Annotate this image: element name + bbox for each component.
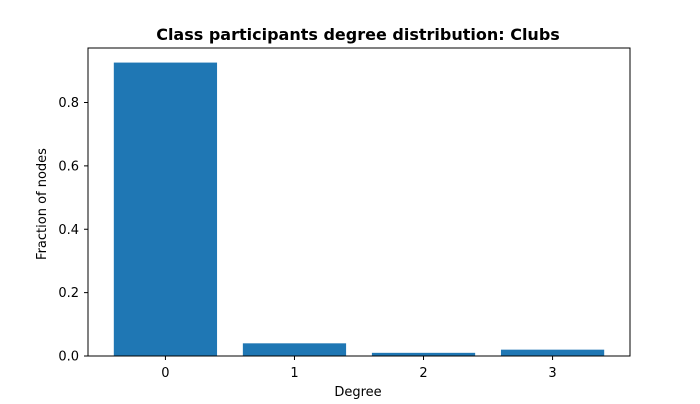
- y-tick-label-0.2: 0.2: [58, 286, 79, 301]
- y-tick-label-0.0: 0.0: [58, 350, 79, 365]
- y-tick-label-0.8: 0.8: [58, 96, 79, 111]
- bar-degree-1: [242, 343, 347, 356]
- bar-degree-0: [113, 62, 218, 356]
- x-tick-label-3: 3: [548, 366, 556, 381]
- chart-title: Class participants degree distribution: …: [156, 25, 560, 44]
- x-axis: 0 1 2 3: [161, 356, 557, 381]
- x-tick-label-0: 0: [161, 366, 169, 381]
- x-tick-label-2: 2: [419, 366, 427, 381]
- bars-layer: [113, 62, 605, 356]
- bar-degree-2: [371, 352, 476, 356]
- x-axis-label: Degree: [334, 385, 381, 400]
- y-axis: 0.0 0.2 0.4 0.6 0.8: [58, 96, 88, 365]
- x-tick-label-1: 1: [290, 366, 298, 381]
- y-tick-label-0.4: 0.4: [58, 223, 79, 238]
- y-axis-label: Fraction of nodes: [35, 148, 50, 260]
- y-tick-label-0.6: 0.6: [58, 159, 79, 174]
- bar-degree-3: [500, 349, 605, 356]
- plot-frame: [87, 47, 631, 357]
